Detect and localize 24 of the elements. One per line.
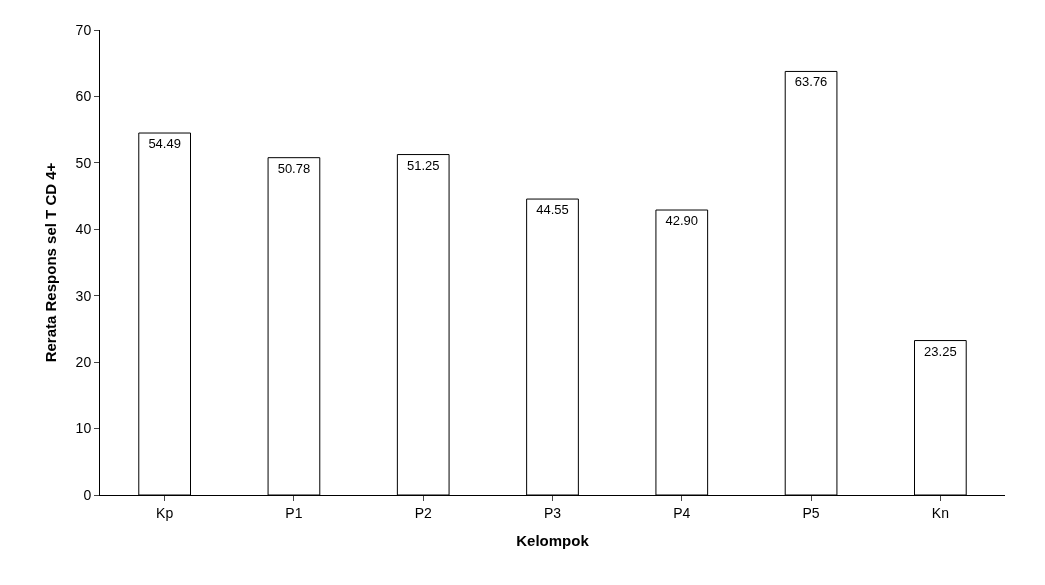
x-axis-title: Kelompok	[516, 531, 590, 549]
data-label: 23.25	[924, 343, 957, 359]
data-label: 54.49	[148, 136, 181, 152]
y-tick-label: 50	[75, 154, 92, 171]
x-tick-label: P5	[802, 504, 820, 521]
y-axis-title: Rerata Respons sel T CD 4+	[41, 162, 59, 363]
x-tick-label: Kp	[156, 504, 174, 521]
x-tick-label: P1	[285, 504, 303, 521]
x-tick-label: Kn	[931, 504, 949, 521]
y-tick-label: 0	[83, 486, 92, 503]
y-tick-label: 30	[75, 287, 92, 304]
y-tick-label: 70	[75, 21, 92, 38]
x-tick-label: P3	[543, 504, 562, 521]
data-label: 63.76	[794, 74, 828, 90]
y-tick-label: 60	[75, 88, 92, 105]
y-tick-label: 20	[75, 354, 92, 371]
y-tick-label: 10	[75, 420, 92, 437]
data-label: 50.78	[277, 160, 311, 176]
data-label: 42.90	[665, 213, 699, 229]
data-label: 44.55	[536, 202, 569, 218]
y-tick-label: 40	[75, 221, 92, 238]
x-tick-label: P4	[673, 504, 691, 521]
x-tick-label: P2	[414, 504, 432, 521]
data-label: 51.25	[406, 157, 440, 173]
